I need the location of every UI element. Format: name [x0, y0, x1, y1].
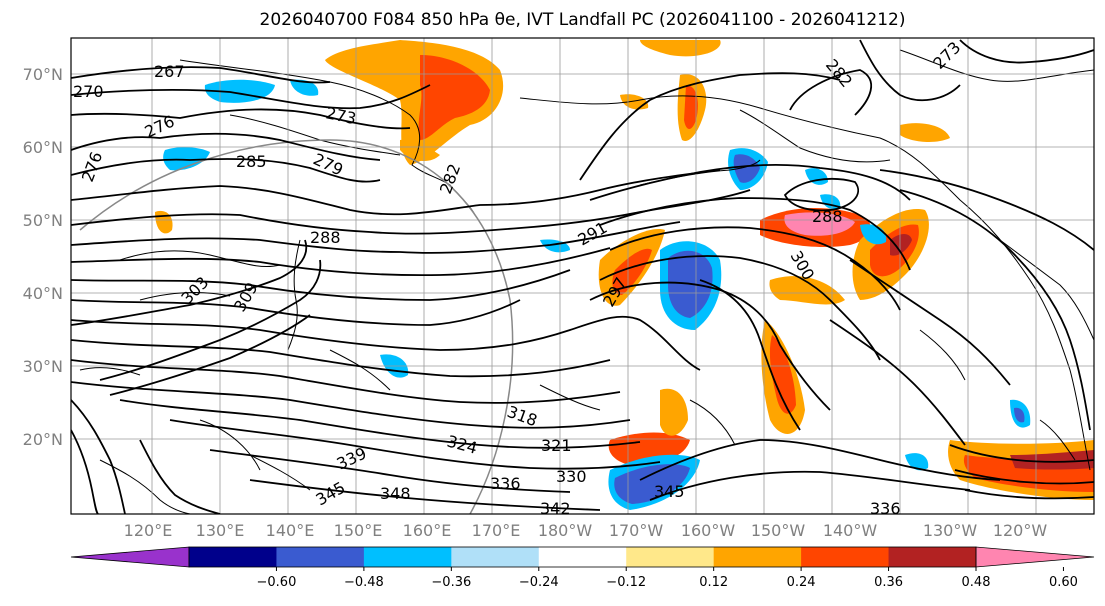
lon-label-150e: 150°E: [334, 521, 383, 540]
map-frame-background: [71, 38, 1094, 514]
colorbar-extend-low: [70, 546, 190, 568]
lon-label-150w: 150°W: [751, 521, 806, 540]
colorbar-swatch: [626, 547, 715, 567]
colorbar-tick-label: 0.12: [699, 575, 728, 590]
lat-label-50n: 50°N: [23, 211, 63, 230]
lat-label-40n: 40°N: [23, 284, 63, 303]
contour-label-288b: 288: [812, 207, 843, 226]
lon-label-120e: 120°E: [124, 521, 173, 540]
contour-label-285: 285: [236, 152, 267, 171]
colorbar-tick-label: 0.24: [787, 575, 816, 590]
contour-label-348: 348: [380, 484, 411, 503]
colorbar-swatch: [189, 547, 277, 567]
colorbar: [70, 546, 1095, 568]
lon-label-160e: 160°E: [403, 521, 452, 540]
latitude-labels: 70°N 60°N 50°N 40°N 30°N 20°N: [23, 65, 63, 449]
colorbar-tick-label: −0.60: [257, 575, 297, 590]
colorbar-tick-label: 0.36: [874, 575, 903, 590]
colorbar-extend-high: [975, 546, 1095, 568]
colorbar-swatch: [538, 547, 627, 567]
colorbar-tick-labels: −0.60 −0.48 −0.36 −0.24 −0.12 0.12 0.24 0.36 0.4…: [257, 567, 1078, 590]
lon-label-130w: 130°W: [923, 521, 978, 540]
colorbar-swatch: [451, 547, 540, 567]
contour-label-336b: 336: [870, 499, 901, 518]
colorbar-tick-label: −0.24: [519, 575, 559, 590]
contour-label-321: 321: [541, 436, 572, 455]
lon-label-160w: 160°W: [681, 521, 736, 540]
colorbar-tick-label: 0.60: [1049, 575, 1078, 590]
lon-label-140e: 140°E: [266, 521, 315, 540]
colorbar-tick-label: −0.12: [606, 575, 646, 590]
lat-label-30n: 30°N: [23, 357, 63, 376]
domain-arc: [79, 139, 514, 514]
contour-label-270: 270: [73, 82, 104, 101]
colorbar-swatch: [713, 547, 802, 567]
lat-label-20n: 20°N: [23, 430, 63, 449]
shaded-cold-field: [163, 79, 1031, 510]
lon-label-140w: 140°W: [823, 521, 878, 540]
contour-label-345: 345: [654, 482, 685, 501]
lon-label-120w: 120°W: [993, 521, 1048, 540]
contour-label-330: 330: [556, 467, 587, 486]
longitude-labels: 120°E 130°E 140°E 150°E 160°E 170°E 180°…: [124, 521, 1048, 540]
lat-label-60n: 60°N: [23, 138, 63, 157]
contour-label-342: 342: [540, 499, 571, 518]
colorbar-outline: [188, 546, 977, 568]
lon-label-180w: 180°W: [538, 521, 593, 540]
theta-e-contours: [71, 39, 1094, 514]
map-title: 2026040700 F084 850 hPa θe, IVT Landfall…: [259, 10, 906, 30]
colorbar-tick-label: −0.48: [344, 575, 384, 590]
colorbar-swatch: [276, 547, 365, 567]
colorbar-swatch: [801, 547, 890, 567]
lon-label-170e: 170°E: [472, 521, 521, 540]
colorbar-swatch: [888, 547, 977, 567]
theta-e-thin-contours: [119, 250, 1076, 491]
lat-label-70n: 70°N: [23, 65, 63, 84]
contour-label-267: 267: [154, 62, 185, 81]
lon-label-170w: 170°W: [609, 521, 664, 540]
contour-label-288: 288: [310, 228, 341, 247]
map-border: [70, 37, 1095, 515]
contour-label-336: 336: [490, 474, 521, 493]
lon-label-130e: 130°E: [196, 521, 245, 540]
colorbar-tick-label: 0.48: [962, 575, 991, 590]
colorbar-swatch: [363, 547, 452, 567]
colorbar-tick-label: −0.36: [431, 575, 471, 590]
